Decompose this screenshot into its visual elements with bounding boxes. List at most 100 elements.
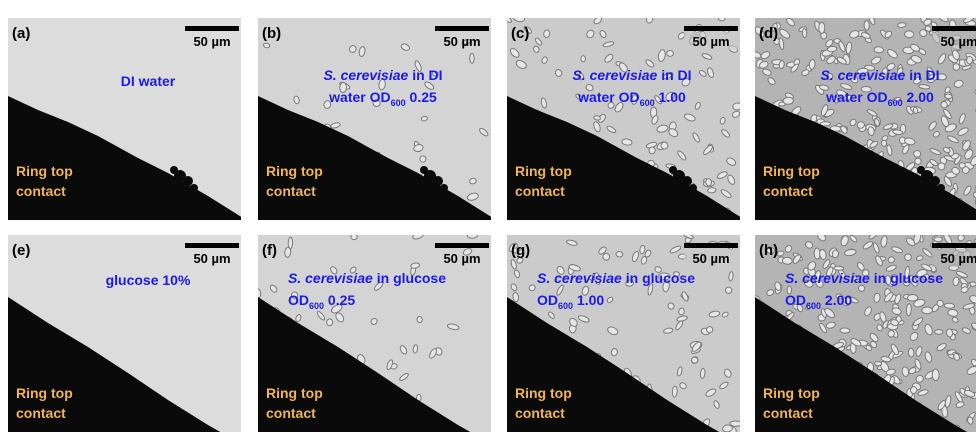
cell [467,231,478,238]
description-line: S. cerevisiae in DI [323,67,442,83]
cell [946,329,953,338]
description-text: 600 [309,301,324,311]
scale-bar [185,243,239,248]
contact-label: contact [763,183,813,199]
cell [819,22,825,33]
scale-text: 50 µm [940,34,976,49]
description-text: in DI [657,67,691,83]
scale-text: 50 µm [193,251,230,266]
contact-label: Ring top [266,163,323,179]
cell [503,15,512,24]
panel: (g)50 µmS. cerevisiae in glucoseOD600 1.… [507,231,742,432]
cell [922,307,933,314]
description-text: in glucose [622,270,695,286]
contact-label: contact [763,405,813,421]
debris [682,176,692,186]
description-text: 1.00 [573,292,604,308]
cell [661,142,668,149]
scale-bar [932,243,976,248]
description-line: S. cerevisiae in glucose [785,270,943,286]
description-text: 600 [888,98,903,108]
cell [945,94,953,99]
cell [966,56,972,64]
panel-label: (b) [262,25,281,42]
cell [417,316,422,322]
description-text: S. cerevisiae [785,270,870,286]
cell [718,15,725,21]
debris [190,184,198,192]
cell [934,237,942,242]
cell [809,59,816,69]
description-text: in DI [408,67,442,83]
cell [705,178,712,186]
debris [937,184,945,192]
panel: (b)50 µmS. cerevisiae in DIwater OD600 0… [254,18,493,225]
cell [913,150,921,157]
scale-text: 50 µm [443,34,480,49]
scale-bar [932,26,976,31]
cell [944,303,955,309]
description-text: 600 [640,98,655,108]
contact-label: Ring top [16,385,73,401]
cell [725,286,733,294]
cell [783,97,794,104]
cell [937,300,943,306]
description-text: 2.00 [821,292,852,308]
description-text: S. cerevisiae [820,67,905,83]
panel: (a)50 µmDI waterRing topcontact [8,18,243,220]
scale-bar [435,26,489,31]
scale-text: 50 µm [692,34,729,49]
panel-label: (f) [262,242,277,259]
cell [910,386,918,394]
cell [672,386,677,397]
contact-label: contact [515,405,565,421]
cell [897,22,906,28]
contact-label: Ring top [515,385,572,401]
cell [581,56,586,62]
cell [782,257,792,265]
description-text: 0.25 [406,89,437,105]
scale-bar [684,243,738,248]
description-text: in glucose [870,270,943,286]
contact-label: contact [266,405,316,421]
cell [707,187,716,193]
cell [935,330,943,335]
cell [906,304,911,316]
scale-bar [684,26,738,31]
cell [733,103,742,111]
cell [543,29,550,38]
cell [832,250,839,258]
cell [256,289,261,298]
description-text: 2.00 [903,89,934,105]
cell [667,50,674,56]
panel-label: (h) [759,242,778,259]
panel: (c)50 µmS. cerevisiae in DIwater OD600 1… [503,14,742,223]
cell [932,369,939,381]
description-text: OD [288,292,309,308]
description-line: glucose 10% [106,272,191,288]
scale-bar [435,243,489,248]
contact-label: Ring top [763,163,820,179]
description-line: S. cerevisiae in glucose [288,270,446,286]
cell [284,247,291,257]
description-text: water OD [328,89,390,105]
scale-text: 50 µm [193,34,230,49]
contact-label: Ring top [515,163,572,179]
contact-label: Ring top [16,163,73,179]
debris [689,184,697,192]
contact-label: contact [266,183,316,199]
description-text: S. cerevisiae [288,270,373,286]
figure: (a)50 µmDI waterRing topcontact (b) 50 µm S… [0,0,976,432]
contact-label: contact [515,183,565,199]
description-text: OD [785,292,806,308]
debris [930,176,940,186]
cell [864,20,870,30]
description-text: 1.00 [655,89,686,105]
debris [669,166,677,174]
cell [970,282,976,286]
description-text: in DI [905,67,939,83]
debris [170,166,178,174]
cell [691,357,698,363]
description-text: glucose 10% [106,272,191,288]
